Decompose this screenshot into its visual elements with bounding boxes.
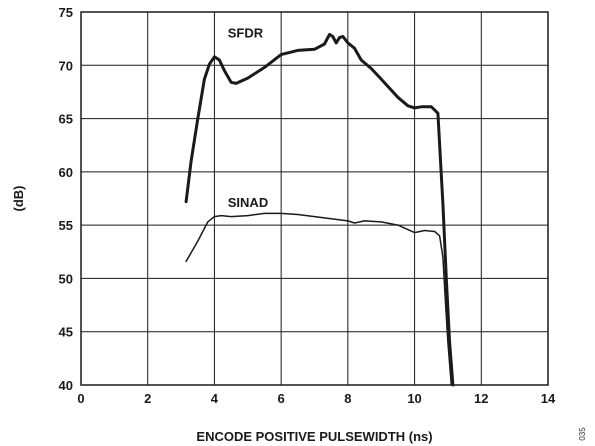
x-tick-label: 0 <box>77 391 84 406</box>
series-line-sfdr <box>184 32 455 387</box>
y-tick-labels: 40 45 50 55 60 65 70 75 <box>59 5 73 393</box>
y-tick-label: 70 <box>59 58 73 73</box>
series-annotations: SFDR SINAD <box>228 26 268 210</box>
series-label-sfdr: SFDR <box>228 26 264 41</box>
x-tick-labels: 0 2 4 6 8 10 12 14 <box>77 391 556 406</box>
y-axis-label: (dB) <box>11 186 26 212</box>
series-label-sinad: SINAD <box>228 195 268 210</box>
y-tick-label: 75 <box>59 5 73 20</box>
y-tick-label: 55 <box>59 218 73 233</box>
grid <box>81 12 548 385</box>
plot-frame <box>80 11 549 386</box>
y-tick-label: 40 <box>59 378 73 393</box>
x-tick-label: 12 <box>474 391 488 406</box>
figure-id: 035 <box>578 427 587 441</box>
x-tick-label: 6 <box>278 391 285 406</box>
x-tick-label: 10 <box>407 391 421 406</box>
series-lines <box>184 32 455 387</box>
series-line-sinad <box>185 212 453 386</box>
y-tick-label: 65 <box>59 112 73 127</box>
x-axis-label: ENCODE POSITIVE PULSEWIDTH (ns) <box>196 429 432 444</box>
x-tick-label: 4 <box>211 391 219 406</box>
x-tick-label: 8 <box>344 391 351 406</box>
y-tick-label: 45 <box>59 325 73 340</box>
x-tick-label: 2 <box>144 391 151 406</box>
y-tick-label: 50 <box>59 271 73 286</box>
x-tick-label: 14 <box>541 391 556 406</box>
y-tick-label: 60 <box>59 165 73 180</box>
